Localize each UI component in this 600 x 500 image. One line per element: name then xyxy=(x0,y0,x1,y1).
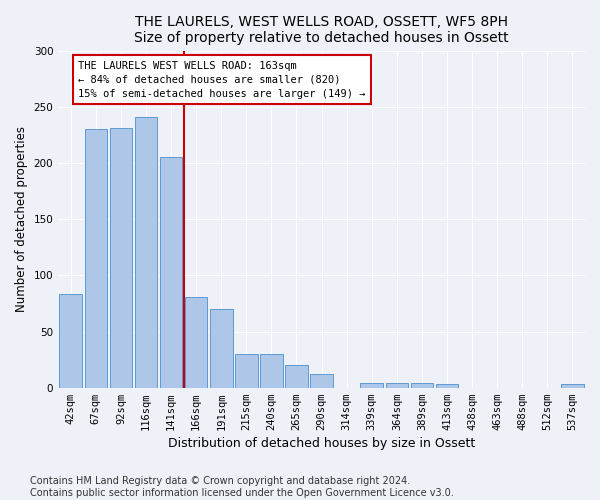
Bar xyxy=(410,383,433,388)
Bar xyxy=(260,354,283,388)
Bar xyxy=(361,383,383,388)
Bar xyxy=(561,384,584,388)
Y-axis label: Number of detached properties: Number of detached properties xyxy=(15,126,28,312)
Text: THE LAURELS WEST WELLS ROAD: 163sqm
← 84% of detached houses are smaller (820)
1: THE LAURELS WEST WELLS ROAD: 163sqm ← 84… xyxy=(78,60,366,98)
X-axis label: Distribution of detached houses by size in Ossett: Distribution of detached houses by size … xyxy=(168,437,475,450)
Bar xyxy=(285,365,308,388)
Bar xyxy=(386,383,408,388)
Bar xyxy=(59,294,82,388)
Text: Contains HM Land Registry data © Crown copyright and database right 2024.
Contai: Contains HM Land Registry data © Crown c… xyxy=(30,476,454,498)
Bar xyxy=(210,309,233,388)
Bar xyxy=(134,117,157,388)
Bar xyxy=(160,158,182,388)
Bar xyxy=(436,384,458,388)
Bar xyxy=(310,374,333,388)
Bar xyxy=(85,129,107,388)
Bar xyxy=(110,128,132,388)
Bar xyxy=(235,354,257,388)
Bar xyxy=(185,296,208,388)
Title: THE LAURELS, WEST WELLS ROAD, OSSETT, WF5 8PH
Size of property relative to detac: THE LAURELS, WEST WELLS ROAD, OSSETT, WF… xyxy=(134,15,509,45)
